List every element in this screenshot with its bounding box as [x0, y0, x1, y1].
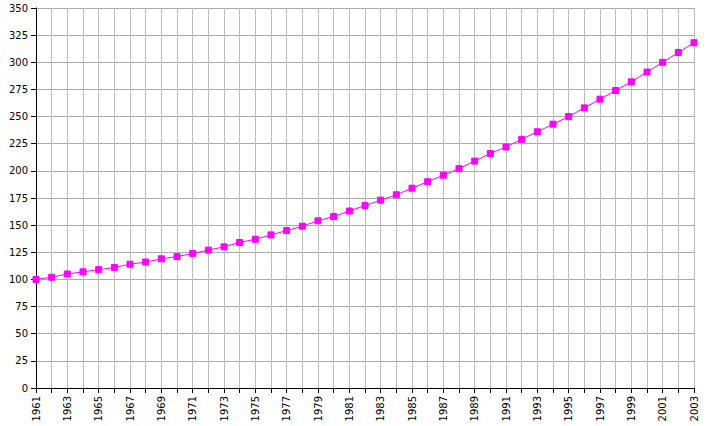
svg-text:200: 200 — [9, 165, 28, 176]
svg-text:1969: 1969 — [156, 396, 167, 421]
svg-text:1979: 1979 — [313, 396, 324, 421]
svg-text:1961: 1961 — [31, 396, 42, 421]
svg-text:1975: 1975 — [250, 396, 261, 421]
svg-text:1985: 1985 — [407, 396, 418, 421]
svg-text:350: 350 — [9, 3, 28, 14]
svg-text:1983: 1983 — [375, 396, 386, 421]
svg-text:50: 50 — [15, 328, 28, 339]
svg-text:2003: 2003 — [689, 396, 700, 421]
svg-text:2001: 2001 — [657, 396, 668, 421]
svg-text:1989: 1989 — [469, 396, 480, 421]
svg-text:225: 225 — [9, 138, 28, 149]
svg-text:75: 75 — [15, 301, 28, 312]
svg-text:1997: 1997 — [595, 396, 606, 421]
svg-text:275: 275 — [9, 84, 28, 95]
svg-text:300: 300 — [9, 57, 28, 68]
svg-text:1999: 1999 — [626, 396, 637, 421]
svg-text:25: 25 — [15, 355, 28, 366]
svg-text:1993: 1993 — [532, 396, 543, 421]
svg-text:1967: 1967 — [125, 396, 136, 421]
svg-text:1977: 1977 — [281, 396, 292, 421]
svg-text:125: 125 — [9, 247, 28, 258]
svg-text:1965: 1965 — [93, 396, 104, 421]
svg-text:250: 250 — [9, 111, 28, 122]
svg-text:175: 175 — [9, 193, 28, 204]
svg-text:1991: 1991 — [501, 396, 512, 421]
svg-text:1981: 1981 — [344, 396, 355, 421]
svg-text:0: 0 — [22, 383, 28, 394]
svg-text:1963: 1963 — [62, 396, 73, 421]
svg-text:1971: 1971 — [187, 396, 198, 421]
svg-text:150: 150 — [9, 220, 28, 231]
svg-text:1995: 1995 — [563, 396, 574, 421]
svg-text:1987: 1987 — [438, 396, 449, 421]
svg-text:325: 325 — [9, 30, 28, 41]
svg-text:1973: 1973 — [219, 396, 230, 421]
svg-text:100: 100 — [9, 274, 28, 285]
